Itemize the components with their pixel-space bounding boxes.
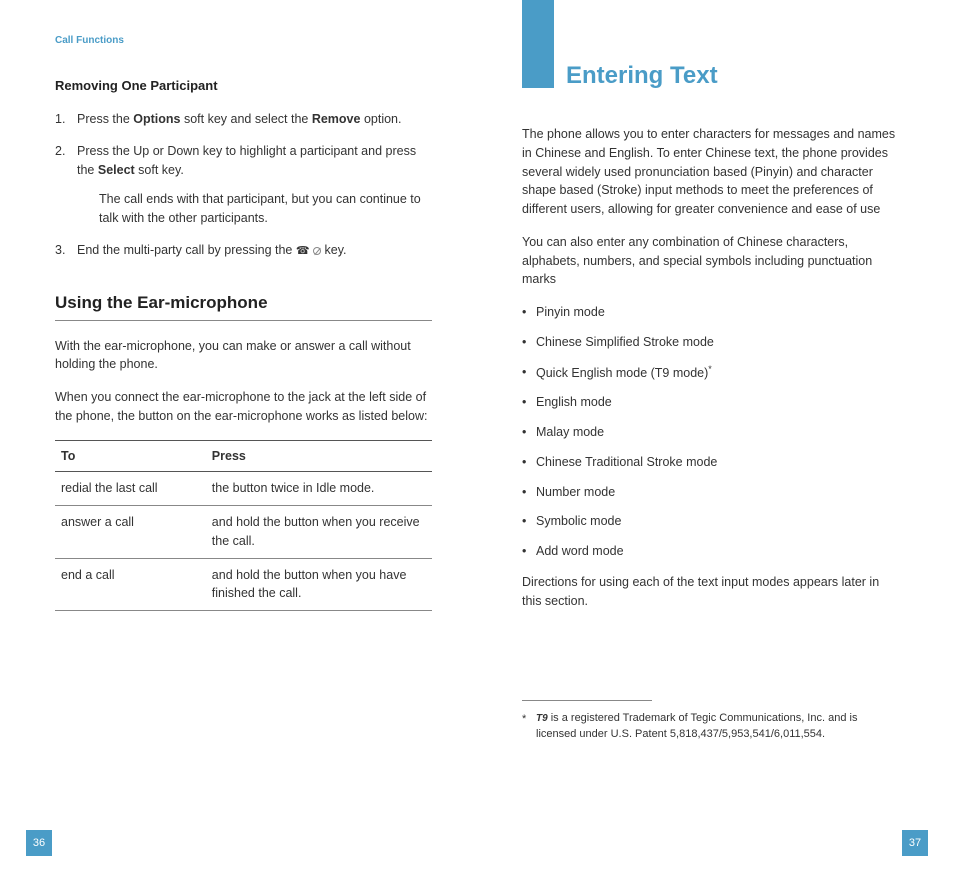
list-item: English mode — [522, 393, 899, 412]
table-cell: the button twice in Idle mode. — [206, 472, 432, 506]
page-left: Call Functions Removing One Participant … — [0, 0, 477, 876]
paragraph: With the ear-microphone, you can make or… — [55, 337, 432, 375]
footnote-text: T9 is a registered Trademark of Tegic Co… — [536, 711, 899, 742]
footnote-marker: * — [522, 711, 536, 742]
table-row: answer a calland hold the button when yo… — [55, 506, 432, 559]
table-cell: and hold the button when you receive the… — [206, 506, 432, 559]
table-header-cell: Press — [206, 440, 432, 472]
footnote-rule — [522, 700, 652, 701]
chapter-title: Entering Text — [566, 58, 718, 94]
page-number-left: 36 — [26, 830, 52, 856]
table-head-row: ToPress — [55, 440, 432, 472]
page-number-right: 37 — [902, 830, 928, 856]
step-subtext: The call ends with that participant, but… — [99, 190, 432, 228]
table-header-cell: To — [55, 440, 206, 472]
step-item: 3.End the multi-party call by pressing t… — [55, 241, 432, 260]
list-item: Malay mode — [522, 423, 899, 442]
step-text: End the multi-party call by pressing the… — [77, 241, 432, 260]
section-heading-earmic: Using the Ear-microphone — [55, 290, 432, 321]
list-item: Chinese Simplified Stroke mode — [522, 333, 899, 352]
steps-list: 1.Press the Options soft key and select … — [55, 110, 432, 261]
list-item: Quick English mode (T9 mode)* — [522, 363, 899, 383]
footnote: * T9 is a registered Trademark of Tegic … — [522, 711, 899, 742]
list-item: Symbolic mode — [522, 512, 899, 531]
running-head: Call Functions — [55, 33, 432, 48]
step-text: Press the Options soft key and select th… — [77, 110, 432, 129]
list-item: Chinese Traditional Stroke mode — [522, 453, 899, 472]
table-cell: redial the last call — [55, 472, 206, 506]
step-number: 1. — [55, 110, 77, 129]
step-item: 2.Press the Up or Down key to highlight … — [55, 142, 432, 227]
table-row: redial the last callthe button twice in … — [55, 472, 432, 506]
table-cell: end a call — [55, 558, 206, 611]
right-content: The phone allows you to enter characters… — [522, 125, 899, 742]
modes-list: Pinyin mode Chinese Simplified Stroke mod… — [522, 303, 899, 561]
paragraph: The phone allows you to enter characters… — [522, 125, 899, 219]
page-right: Entering Text The phone allows you to en… — [477, 0, 954, 876]
step-number: 2. — [55, 142, 77, 227]
list-item: Number mode — [522, 483, 899, 502]
earmic-table: ToPress redial the last callthe button t… — [55, 440, 432, 612]
step-text: Press the Up or Down key to highlight a … — [77, 142, 432, 227]
chapter-bar-icon — [522, 0, 554, 88]
table-cell: and hold the button when you have finish… — [206, 558, 432, 611]
subheading-removing: Removing One Participant — [55, 76, 432, 96]
paragraph: Directions for using each of the text in… — [522, 573, 899, 611]
table-row: end a calland hold the button when you h… — [55, 558, 432, 611]
list-item: Add word mode — [522, 542, 899, 561]
table-cell: answer a call — [55, 506, 206, 559]
step-item: 1.Press the Options soft key and select … — [55, 110, 432, 129]
paragraph: When you connect the ear-microphone to t… — [55, 388, 432, 426]
paragraph: You can also enter any combination of Ch… — [522, 233, 899, 289]
list-item: Pinyin mode — [522, 303, 899, 322]
table-body: redial the last callthe button twice in … — [55, 472, 432, 611]
step-number: 3. — [55, 241, 77, 260]
